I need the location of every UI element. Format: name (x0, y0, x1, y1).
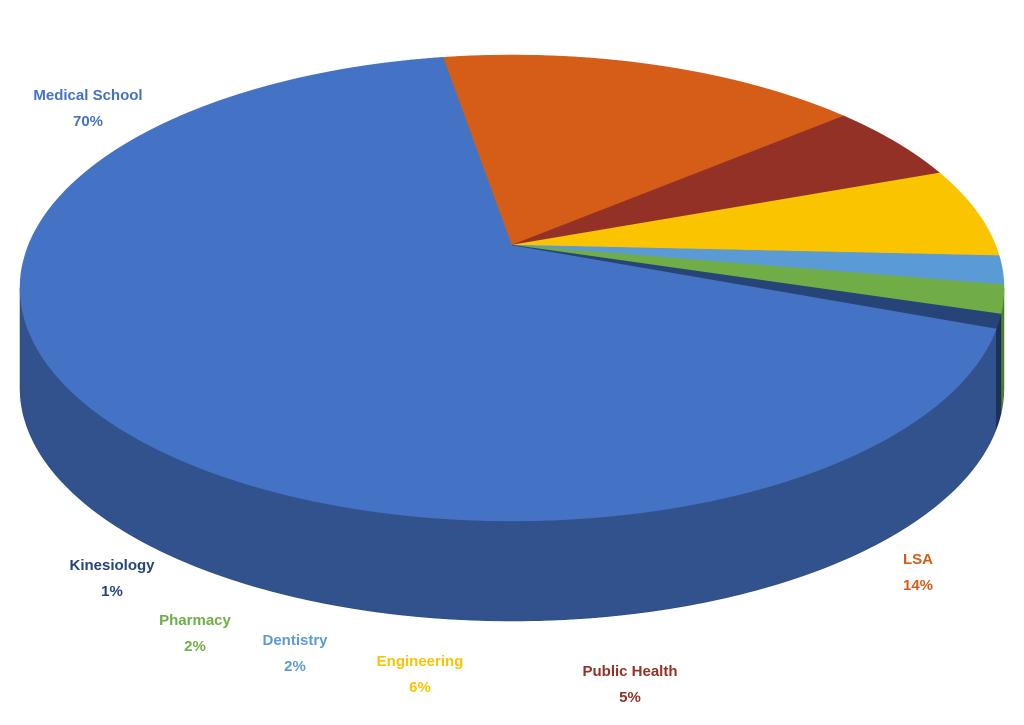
slice-label: Pharmacy (159, 612, 231, 629)
slice-side (996, 313, 1002, 429)
slice (511, 172, 1000, 256)
slice-value-label: 2% (184, 638, 206, 655)
slice (19, 57, 997, 522)
slice-label: Kinesiology (69, 557, 155, 574)
slice-label: LSA (903, 551, 933, 568)
slice-value-label: 14% (903, 577, 933, 594)
slice-value-label: 5% (619, 689, 641, 706)
slice-label: Public Health (582, 663, 677, 680)
slice-value-label: 2% (284, 658, 306, 675)
slice-value-label: 1% (101, 583, 123, 600)
slice-value-label: 70% (73, 113, 103, 130)
slice-label: Medical School (33, 87, 142, 104)
slice (443, 54, 845, 246)
slice (511, 244, 1002, 329)
slice-label: Engineering (377, 653, 464, 670)
slice-value-label: 6% (409, 679, 431, 696)
pie-tops (19, 54, 1005, 522)
slice (511, 115, 941, 246)
slice-label: Dentistry (262, 632, 328, 649)
